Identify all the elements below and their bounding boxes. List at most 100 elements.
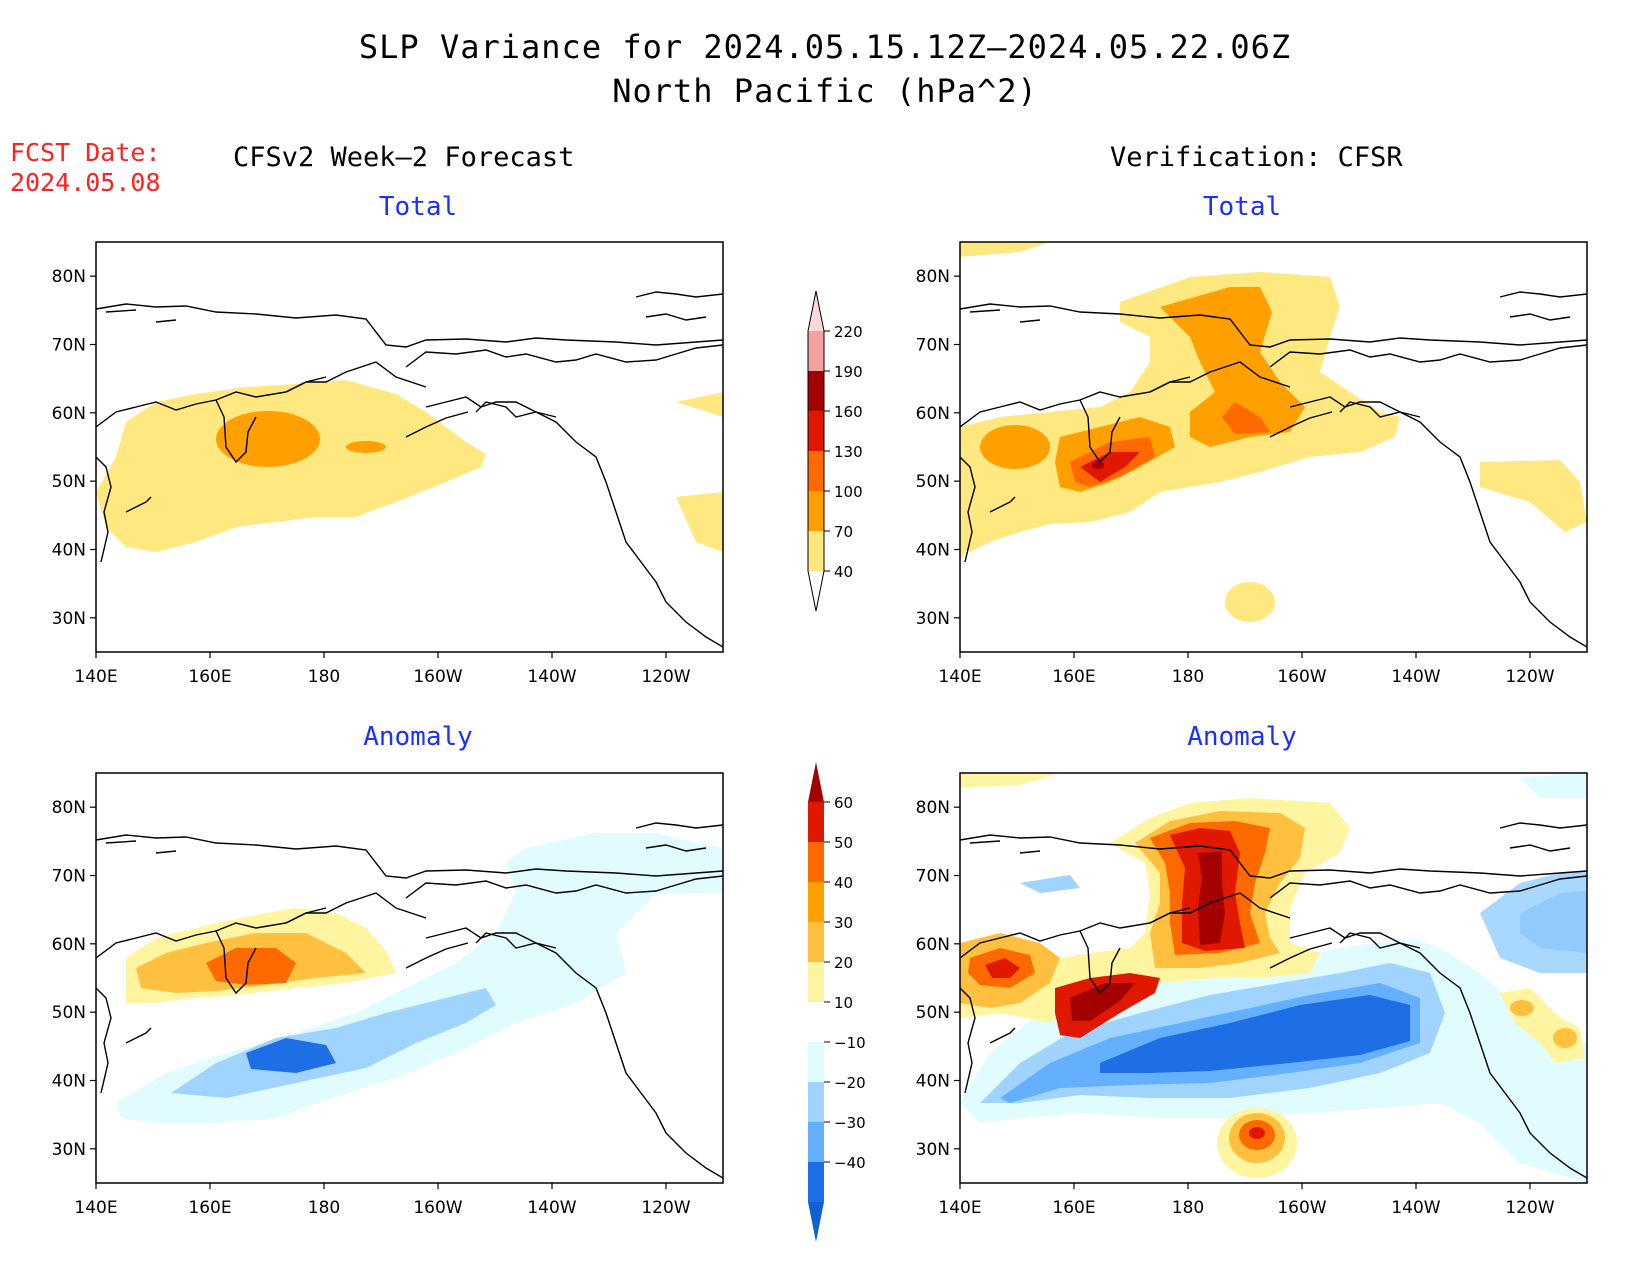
fcst-date-label: FCST Date: <box>10 138 161 167</box>
colorbar-label: 70 <box>834 523 853 541</box>
lon-tick-label: 160E <box>188 1198 231 1218</box>
contour-total-70-small <box>346 441 386 453</box>
colorbar-swatch <box>808 1042 824 1082</box>
contour-total-40-south <box>1225 582 1275 622</box>
lon-tick-label: 120W <box>1505 1198 1554 1218</box>
contour-total-70-west <box>980 425 1050 469</box>
contour-anom-neg20 <box>171 988 496 1098</box>
colorbar-swatch <box>808 451 824 491</box>
lat-tick-label: 50N <box>916 1003 950 1023</box>
lon-tick-label: 140W <box>527 1198 576 1218</box>
contour-anom-pos-east-core2 <box>1510 1000 1534 1016</box>
lon-tick-label: 120W <box>641 667 690 687</box>
map-title-line1: SLP Variance for 2024.05.15.12Z—2024.05.… <box>358 28 1292 66</box>
colorbar-swatch <box>808 531 824 571</box>
lon-tick-label: 160E <box>1052 667 1095 687</box>
panel-verification-total <box>960 242 1587 648</box>
panel-forecast-anomaly <box>96 822 723 1179</box>
colorbar-label: 100 <box>834 483 863 501</box>
lon-tick-label: 140E <box>74 667 117 687</box>
panel-subtitle-verification-total: Total <box>1202 192 1282 222</box>
colorbar-swatch <box>808 491 824 531</box>
panel-subtitle-verification-anomaly: Anomaly <box>1187 722 1297 752</box>
contour-anom-pos-east-core <box>1553 1028 1577 1048</box>
lon-tick-label: 160E <box>1052 1198 1095 1218</box>
colorbar-label: 40 <box>834 874 853 892</box>
axis-ticks: 140E 160E 180 160W 140W 120W 80N 70N 60N 50N 40N 30… <box>52 267 1555 1218</box>
lon-tick-label: 180 <box>1172 667 1204 687</box>
frame-verification-anomaly <box>959 772 1588 1184</box>
lat-tick-label: 70N <box>52 867 86 887</box>
colorbar-upper-arrow <box>808 762 824 802</box>
lat-tick-label: 30N <box>916 1140 950 1160</box>
lat-tick-label: 50N <box>52 472 86 492</box>
lon-tick-label: 180 <box>308 1198 340 1218</box>
lat-tick-label: 80N <box>916 798 950 818</box>
lon-tick-label: 140W <box>1391 667 1440 687</box>
contour-total-40-east <box>676 492 723 552</box>
contour-anom-pos-south4 <box>1249 1127 1265 1139</box>
contour-anom-pos30 <box>206 948 296 985</box>
lat-tick-label: 60N <box>52 404 86 424</box>
lon-tick-label: 160W <box>413 667 462 687</box>
contour-total-160 <box>1092 461 1104 469</box>
contour-total-40-east <box>1480 460 1587 532</box>
colorbar-label: 190 <box>834 363 863 381</box>
colorbar-label: −10 <box>834 1034 866 1052</box>
map-title-line2: North Pacific (hPa^2) <box>612 72 1038 110</box>
colorbar-swatch <box>808 962 824 1002</box>
colorbar-label: 20 <box>834 954 853 972</box>
colorbar-label: −20 <box>834 1074 866 1092</box>
contour-total-40-ne <box>676 392 723 417</box>
colorbar-swatch <box>808 802 824 842</box>
lon-tick-label: 160W <box>413 1198 462 1218</box>
lat-tick-label: 40N <box>52 541 86 561</box>
colorbar-swatch <box>808 842 824 882</box>
panel-verification-anomaly <box>960 773 1587 1183</box>
panel-forecast-total <box>96 291 723 648</box>
colorbar-swatch <box>808 922 824 962</box>
contour-total-130 <box>1080 452 1140 482</box>
colorbar-swatch <box>808 371 824 411</box>
frame-verification-total <box>959 241 1588 653</box>
lat-tick-label: 40N <box>52 1072 86 1092</box>
contour-anom-neg10-top <box>1520 773 1587 798</box>
colorbar-total: 40 70 100 130 160 190 220 <box>807 290 863 612</box>
colorbar-swatch <box>808 411 824 451</box>
contour-total-40-west <box>960 432 980 562</box>
lat-tick-label: 70N <box>916 336 950 356</box>
colorbar-swatch <box>808 1082 824 1122</box>
colorbar-label: 10 <box>834 994 853 1012</box>
contour-anom-neg40 <box>1100 995 1410 1073</box>
lon-tick-label: 120W <box>641 1198 690 1218</box>
lat-tick-label: 50N <box>52 1003 86 1023</box>
lat-tick-label: 80N <box>916 267 950 287</box>
lon-tick-label: 180 <box>1172 1198 1204 1218</box>
forecast-column-heading: CFSv2 Week—2 Forecast <box>233 142 575 173</box>
colorbar-anomaly: 60 50 40 30 20 10 −10 −20 −30 −40 <box>808 762 866 1242</box>
contour-anom-neg30 <box>246 1038 336 1073</box>
colorbar-upper-arrow <box>808 291 824 331</box>
lon-tick-label: 140W <box>527 667 576 687</box>
colorbar-lower-arrow <box>808 1202 824 1242</box>
lat-tick-label: 30N <box>52 609 86 629</box>
colorbar-swatch <box>808 882 824 922</box>
contour-total-70 <box>216 411 320 467</box>
fcst-date-value: 2024.05.08 <box>10 168 161 197</box>
lat-tick-label: 70N <box>916 867 950 887</box>
lat-tick-label: 30N <box>52 1140 86 1160</box>
contour-total-100-n <box>1222 402 1270 434</box>
colorbar-label: −40 <box>834 1154 866 1172</box>
lon-tick-label: 120W <box>1505 667 1554 687</box>
contour-total-40-top <box>960 242 1050 257</box>
colorbar-swatch <box>808 331 824 371</box>
panel-subtitle-forecast-anomaly: Anomaly <box>363 722 473 752</box>
colorbar-label: 60 <box>834 794 853 812</box>
lat-tick-label: 50N <box>916 472 950 492</box>
contour-total-40 <box>96 380 486 552</box>
frame-forecast-anomaly <box>95 772 724 1184</box>
lat-tick-label: 60N <box>52 935 86 955</box>
colorbar-swatch <box>808 1122 824 1162</box>
colorbar-label: 30 <box>834 914 853 932</box>
